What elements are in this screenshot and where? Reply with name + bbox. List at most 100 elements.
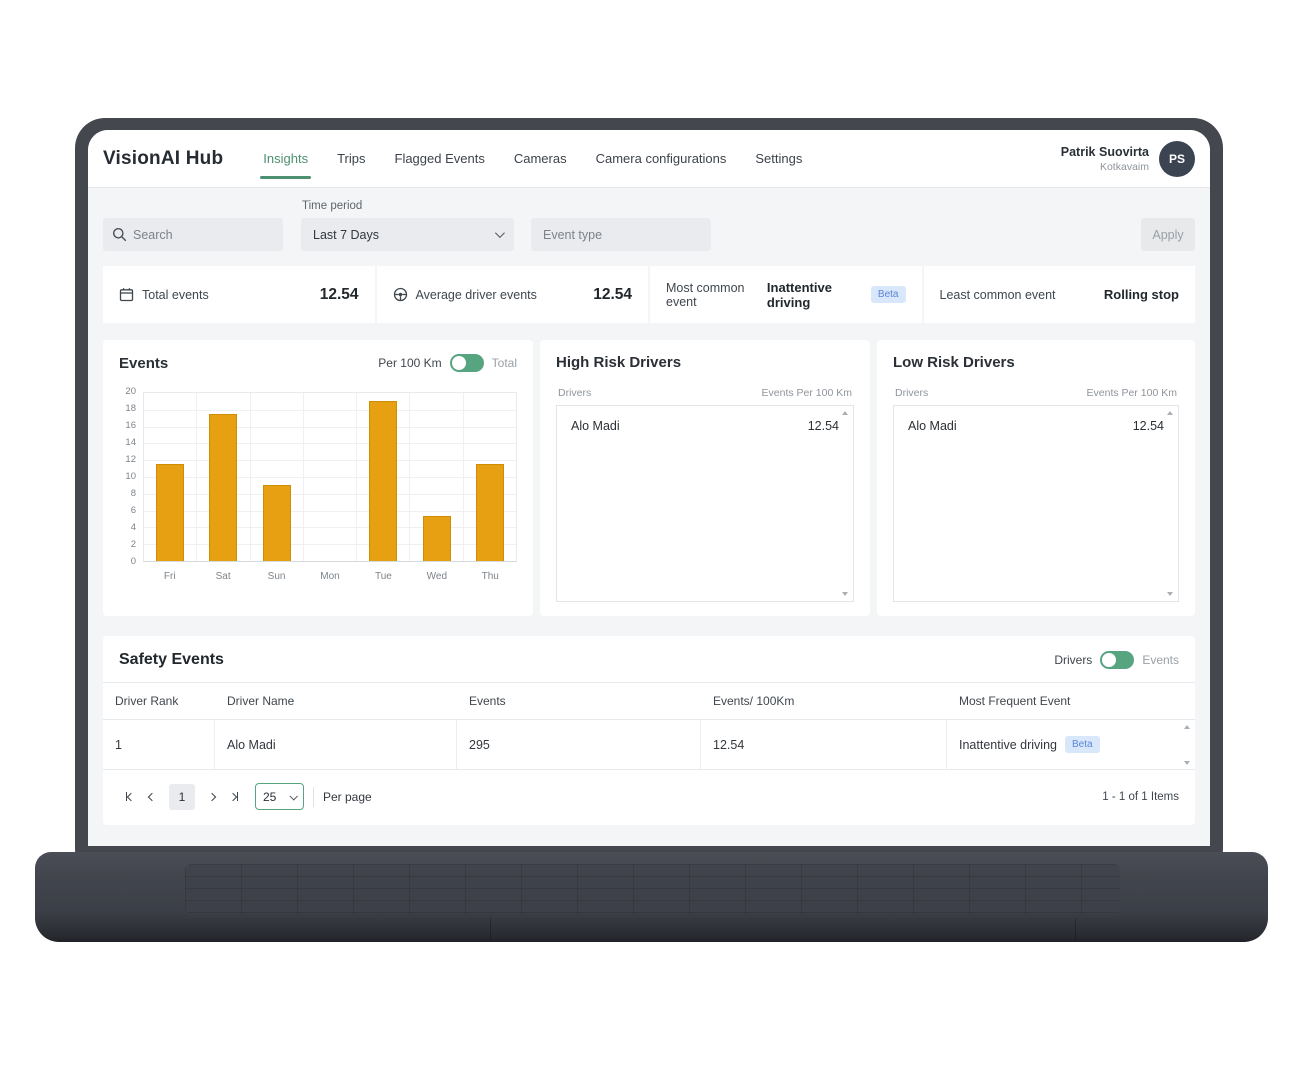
stat-total-events: Total events 12.54 bbox=[103, 266, 375, 323]
stat-value: Rolling stop bbox=[1103, 287, 1179, 302]
driver-name: Alo Madi bbox=[571, 419, 620, 433]
high-risk-title: High Risk Drivers bbox=[556, 354, 682, 371]
next-page-button[interactable] bbox=[201, 784, 223, 810]
steering-wheel-icon bbox=[393, 287, 408, 302]
per100km-total-toggle[interactable] bbox=[449, 354, 484, 372]
chart-plot bbox=[143, 392, 517, 562]
user-menu[interactable]: Patrik Suovirta Kotkavaim PS bbox=[1060, 140, 1195, 177]
safety-events-title: Safety Events bbox=[119, 651, 224, 668]
filter-bar: Time period Last 7 Days Apply bbox=[103, 200, 1195, 251]
cell-driver-rank: 1 bbox=[103, 720, 215, 769]
tab-flagged-events[interactable]: Flagged Events bbox=[394, 151, 485, 166]
cell-events-per-100km: 12.54 bbox=[701, 720, 947, 769]
app-logo: VisionAI Hub bbox=[103, 147, 224, 169]
high-risk-list[interactable]: Alo Madi 12.54 bbox=[556, 405, 854, 602]
tab-camera-configurations[interactable]: Camera configurations bbox=[595, 151, 727, 166]
events-card-title: Events bbox=[119, 354, 169, 372]
avatar[interactable]: PS bbox=[1159, 140, 1195, 177]
stat-most-common-event: Most common event Inattentive driving Be… bbox=[650, 266, 922, 323]
tab-trips[interactable]: Trips bbox=[337, 151, 366, 166]
laptop-base bbox=[35, 852, 1268, 942]
per-page-select[interactable]: 25 bbox=[255, 783, 304, 810]
frequent-event-text: Inattentive driving bbox=[959, 737, 1057, 752]
pagination-bar: 1 25 Per page 1 - 1 of 1 Items bbox=[103, 770, 1195, 825]
laptop-keyboard bbox=[185, 864, 1120, 914]
list-item[interactable]: Alo Madi 12.54 bbox=[894, 406, 1178, 446]
cell-events: 295 bbox=[457, 720, 701, 769]
scroll-down-icon[interactable] bbox=[1184, 761, 1190, 765]
trackpad-edge bbox=[490, 918, 491, 940]
col-most-frequent-event: Most Frequent Event bbox=[959, 694, 1071, 708]
chevron-down-icon bbox=[494, 228, 505, 239]
high-risk-drivers-card: High Risk Drivers Drivers Events Per 100… bbox=[540, 340, 870, 616]
previous-page-button[interactable] bbox=[141, 784, 163, 810]
drivers-events-toggle[interactable] bbox=[1100, 651, 1135, 669]
col-driver-name: Driver Name bbox=[227, 694, 295, 708]
toggle-label-per-100km: Per 100 Km bbox=[378, 356, 442, 370]
list-item[interactable]: Alo Madi 12.54 bbox=[557, 406, 853, 446]
stats-row: Total events 12.54 Average driver events… bbox=[103, 266, 1195, 323]
stat-value: 12.54 bbox=[593, 285, 632, 303]
time-period-select[interactable]: Last 7 Days bbox=[301, 218, 514, 251]
driver-value: 12.54 bbox=[807, 419, 839, 433]
low-risk-title: Low Risk Drivers bbox=[893, 354, 1015, 371]
stat-least-common-event: Least common event Rolling stop bbox=[923, 266, 1195, 323]
per-page-value: 25 bbox=[263, 789, 277, 804]
col-drivers: Drivers bbox=[895, 387, 929, 399]
low-risk-list[interactable]: Alo Madi 12.54 bbox=[893, 405, 1179, 602]
safety-table-body: 1 Alo Madi 295 12.54 Inattentive driving… bbox=[103, 720, 1195, 770]
low-risk-drivers-card: Low Risk Drivers Drivers Events Per 100 … bbox=[877, 340, 1195, 616]
scroll-up-icon[interactable] bbox=[842, 411, 848, 415]
tab-settings[interactable]: Settings bbox=[755, 151, 803, 166]
toggle-label-total: Total bbox=[491, 356, 517, 370]
scroll-down-icon[interactable] bbox=[842, 592, 848, 596]
event-type-input[interactable] bbox=[531, 218, 711, 251]
app-header: VisionAI Hub Insights Trips Flagged Even… bbox=[88, 130, 1210, 188]
stat-label: Average driver events bbox=[415, 287, 537, 302]
stat-average-driver-events: Average driver events 12.54 bbox=[376, 266, 648, 323]
search-field-wrap bbox=[103, 218, 283, 251]
table-row[interactable]: 1 Alo Madi 295 12.54 Inattentive driving… bbox=[103, 720, 1195, 770]
trackpad-edge bbox=[1075, 918, 1076, 940]
stat-label: Least common event bbox=[939, 287, 1056, 302]
scroll-down-icon[interactable] bbox=[1167, 592, 1173, 596]
toggle-label-drivers: Drivers bbox=[1054, 653, 1093, 667]
page-number[interactable]: 1 bbox=[169, 783, 195, 810]
chart-x-axis: Fri Sat Sun Mon Tue Wed Thu bbox=[163, 571, 499, 582]
beta-badge: Beta bbox=[870, 286, 906, 303]
scroll-up-icon[interactable] bbox=[1184, 725, 1190, 729]
search-icon bbox=[112, 227, 127, 242]
user-org: Kotkavaim bbox=[1099, 160, 1149, 173]
last-page-button[interactable] bbox=[223, 784, 245, 810]
safety-events-card: Safety Events Drivers Events Driver Rank… bbox=[103, 636, 1195, 825]
scroll-up-icon[interactable] bbox=[1167, 411, 1173, 415]
cell-driver-name: Alo Madi bbox=[215, 720, 457, 769]
calendar-icon bbox=[119, 287, 134, 302]
cell-most-frequent-event: Inattentive driving Beta bbox=[947, 720, 1195, 769]
stat-label: Most common event bbox=[666, 280, 745, 309]
first-page-button[interactable] bbox=[119, 784, 141, 810]
safety-table-header: Driver Rank Driver Name Events Events/ 1… bbox=[103, 682, 1195, 720]
toggle-label-events: Events bbox=[1142, 653, 1179, 667]
time-period-label: Time period bbox=[302, 200, 363, 212]
time-period-value: Last 7 Days bbox=[313, 227, 380, 242]
stat-label: Total events bbox=[142, 287, 209, 302]
app-screen: VisionAI Hub Insights Trips Flagged Even… bbox=[88, 130, 1210, 846]
driver-name: Alo Madi bbox=[908, 419, 957, 433]
beta-badge: Beta bbox=[1064, 736, 1100, 753]
driver-value: 12.54 bbox=[1132, 419, 1164, 433]
tab-cameras[interactable]: Cameras bbox=[513, 151, 567, 166]
per-page-label: Per page bbox=[313, 786, 372, 807]
col-drivers: Drivers bbox=[558, 387, 592, 399]
search-input[interactable] bbox=[103, 218, 283, 251]
events-bar-chart: 20 18 16 14 12 10 8 6 4 2 0 Fri Sat Sun Mon Tue Wed Thu bbox=[119, 387, 517, 582]
apply-button[interactable]: Apply bbox=[1141, 218, 1195, 251]
col-events-per-100km: Events Per 100 Km bbox=[1086, 387, 1177, 399]
user-name: Patrik Suovirta bbox=[1060, 144, 1149, 159]
col-driver-rank: Driver Rank bbox=[115, 694, 179, 708]
chevron-down-icon bbox=[289, 791, 298, 801]
tab-insights[interactable]: Insights bbox=[260, 130, 311, 188]
items-count: 1 - 1 of 1 Items bbox=[1102, 790, 1179, 803]
events-chart-card: Events Per 100 Km Total 20 18 16 14 12 10 8 6 4 2… bbox=[103, 340, 533, 616]
